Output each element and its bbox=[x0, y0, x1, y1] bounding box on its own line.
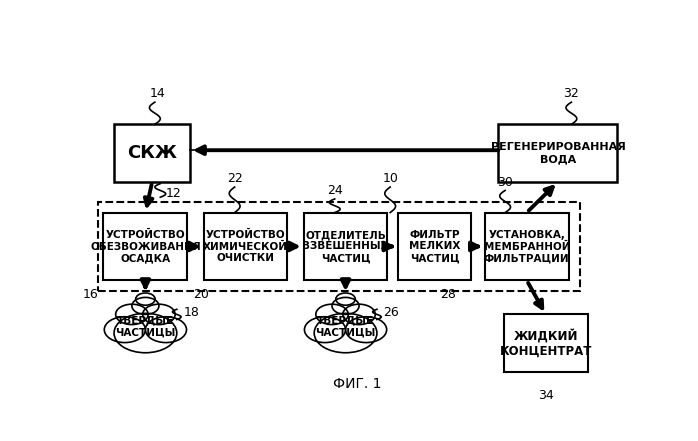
Text: УСТРОЙСТВО
ХИМИЧЕСКОЙ
ОЧИСТКИ: УСТРОЙСТВО ХИМИЧЕСКОЙ ОЧИСТКИ bbox=[203, 230, 288, 263]
Text: 16: 16 bbox=[82, 288, 98, 300]
Text: ТВЕРДЫЕ
ЧАСТИЦЫ: ТВЕРДЫЕ ЧАСТИЦЫ bbox=[315, 315, 376, 337]
Text: 22: 22 bbox=[227, 172, 242, 185]
Text: 12: 12 bbox=[165, 187, 181, 200]
Text: ЖИДКИЙ
КОНЦЕНТРАТ: ЖИДКИЙ КОНЦЕНТРАТ bbox=[500, 329, 592, 358]
FancyBboxPatch shape bbox=[204, 213, 288, 280]
FancyBboxPatch shape bbox=[304, 213, 387, 280]
FancyBboxPatch shape bbox=[399, 213, 471, 280]
Circle shape bbox=[332, 297, 359, 314]
Text: 18: 18 bbox=[184, 306, 199, 319]
Text: 34: 34 bbox=[538, 389, 554, 402]
FancyBboxPatch shape bbox=[504, 314, 588, 372]
Text: ТВЕРДЫЕ
ЧАСТИЦЫ: ТВЕРДЫЕ ЧАСТИЦЫ bbox=[115, 315, 176, 337]
Text: УСТАНОВКА,
МЕМБРАННОЙ
ФИЛЬТРАЦИИ: УСТАНОВКА, МЕМБРАННОЙ ФИЛЬТРАЦИИ bbox=[484, 230, 570, 263]
FancyBboxPatch shape bbox=[103, 213, 187, 280]
Circle shape bbox=[114, 314, 177, 353]
Circle shape bbox=[315, 304, 348, 325]
Text: ФИЛЬТР
МЕЛКИХ
ЧАСТИЦ: ФИЛЬТР МЕЛКИХ ЧАСТИЦ bbox=[409, 230, 461, 263]
Circle shape bbox=[304, 317, 346, 343]
Text: 24: 24 bbox=[327, 184, 343, 197]
FancyBboxPatch shape bbox=[485, 213, 569, 280]
Text: 20: 20 bbox=[193, 288, 209, 300]
Text: 28: 28 bbox=[440, 288, 456, 300]
Text: 30: 30 bbox=[497, 176, 513, 189]
Circle shape bbox=[142, 304, 175, 325]
Text: ФИГ. 1: ФИГ. 1 bbox=[334, 377, 382, 391]
Circle shape bbox=[145, 317, 186, 343]
Text: ОТДЕЛИТЕЛЬ
ВЗВЕШЕННЫХ
ЧАСТИЦ: ОТДЕЛИТЕЛЬ ВЗВЕШЕННЫХ ЧАСТИЦ bbox=[302, 230, 389, 263]
Circle shape bbox=[132, 297, 159, 314]
Circle shape bbox=[116, 304, 148, 325]
Text: УСТРОЙСТВО
ОБЕЗВОЖИВАНИЯ
ОСАДКА: УСТРОЙСТВО ОБЕЗВОЖИВАНИЯ ОСАДКА bbox=[90, 230, 201, 263]
Circle shape bbox=[343, 304, 376, 325]
Text: 10: 10 bbox=[383, 172, 398, 185]
Circle shape bbox=[314, 314, 377, 353]
FancyBboxPatch shape bbox=[498, 124, 618, 182]
Text: 26: 26 bbox=[383, 306, 399, 319]
Circle shape bbox=[135, 293, 155, 305]
Text: 32: 32 bbox=[563, 87, 579, 101]
FancyBboxPatch shape bbox=[114, 124, 190, 182]
Text: 14: 14 bbox=[149, 87, 165, 101]
Circle shape bbox=[104, 317, 145, 343]
Text: СКЖ: СКЖ bbox=[127, 144, 177, 162]
Text: РЕГЕНЕРИРОВАННАЯ
ВОДА: РЕГЕНЕРИРОВАННАЯ ВОДА bbox=[491, 142, 625, 164]
Circle shape bbox=[336, 293, 355, 305]
Circle shape bbox=[346, 317, 387, 343]
